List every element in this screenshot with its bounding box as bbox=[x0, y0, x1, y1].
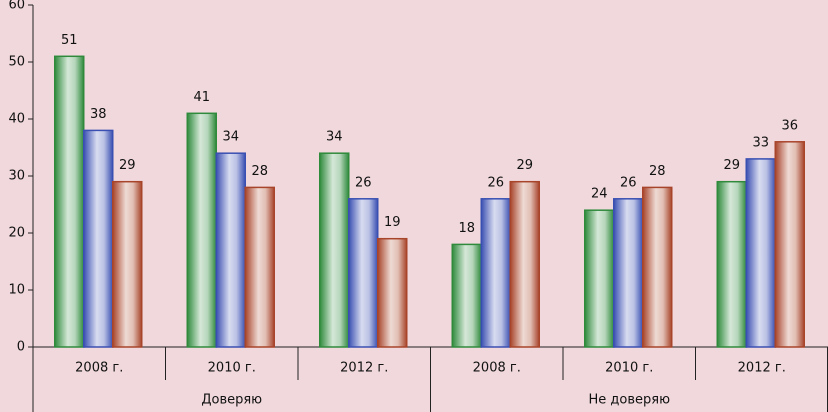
data-label: 29 bbox=[516, 158, 533, 173]
bar bbox=[716, 180, 747, 348]
y-tick-label: 60 bbox=[8, 0, 25, 13]
x-tick-label: 2012 г. bbox=[738, 361, 786, 376]
y-tick-label: 50 bbox=[8, 55, 25, 70]
bar bbox=[642, 186, 673, 348]
bar bbox=[244, 186, 275, 348]
data-label: 36 bbox=[781, 118, 798, 133]
data-label: 26 bbox=[487, 175, 504, 190]
bar bbox=[480, 198, 511, 348]
data-label: 51 bbox=[61, 33, 78, 48]
bar bbox=[377, 237, 408, 348]
data-label: 41 bbox=[193, 90, 210, 105]
data-label: 18 bbox=[458, 221, 475, 236]
data-label: 19 bbox=[384, 215, 401, 230]
y-tick-label: 0 bbox=[17, 340, 25, 355]
y-tick-label: 40 bbox=[8, 112, 25, 127]
bar bbox=[319, 152, 350, 348]
bar bbox=[774, 141, 805, 348]
group-label: Не доверяю bbox=[588, 393, 670, 408]
bar bbox=[112, 180, 143, 348]
data-label: 38 bbox=[90, 107, 107, 122]
x-tick-label: 2012 г. bbox=[340, 361, 388, 376]
y-tick-label: 10 bbox=[8, 283, 25, 298]
bar bbox=[348, 198, 379, 348]
bar bbox=[83, 129, 114, 348]
data-label: 34 bbox=[326, 130, 343, 145]
group-label: Доверяю bbox=[201, 393, 262, 408]
bar bbox=[745, 158, 776, 348]
x-tick-label: 2008 г. bbox=[75, 361, 123, 376]
bar bbox=[186, 112, 217, 348]
x-tick-label: 2010 г. bbox=[605, 361, 653, 376]
bar bbox=[451, 243, 482, 348]
data-label: 28 bbox=[251, 164, 268, 179]
y-tick-label: 30 bbox=[8, 169, 25, 184]
data-label: 28 bbox=[649, 164, 666, 179]
data-label: 24 bbox=[591, 187, 608, 202]
bar bbox=[215, 152, 246, 348]
data-label: 26 bbox=[355, 175, 372, 190]
bar bbox=[54, 55, 85, 348]
y-tick-label: 20 bbox=[8, 226, 25, 241]
data-label: 34 bbox=[222, 130, 239, 145]
data-label: 29 bbox=[119, 158, 136, 173]
x-tick-label: 2010 г. bbox=[208, 361, 256, 376]
bar bbox=[613, 198, 644, 348]
bar bbox=[584, 209, 615, 348]
bar bbox=[509, 180, 540, 348]
data-label: 29 bbox=[723, 158, 740, 173]
data-label: 26 bbox=[620, 175, 637, 190]
x-tick-label: 2008 г. bbox=[473, 361, 521, 376]
data-label: 33 bbox=[752, 135, 769, 150]
